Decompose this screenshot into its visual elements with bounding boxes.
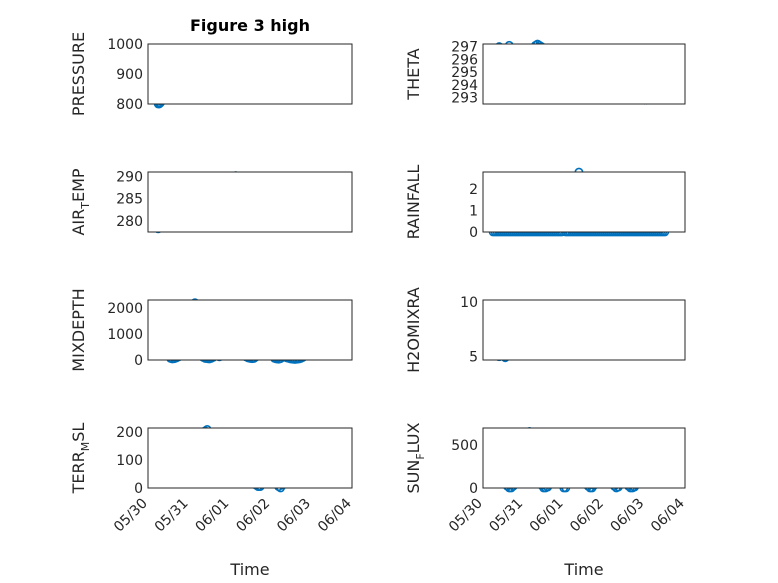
y-tick-label: 0 bbox=[134, 481, 143, 497]
axes-frame bbox=[482, 299, 686, 361]
axes-frame bbox=[147, 427, 353, 489]
y-tick-label: 293 bbox=[451, 91, 478, 107]
axes-frame bbox=[482, 171, 686, 233]
x-tick-label: 06/02 bbox=[233, 496, 273, 536]
x-tick-label: 06/04 bbox=[315, 495, 355, 535]
subplot-4: 0 1 2 RAINFALL bbox=[404, 165, 686, 241]
y-tick-label: 1000 bbox=[107, 327, 143, 343]
figure-title: Figure 3 high bbox=[190, 16, 310, 35]
x-tick-label: 05/30 bbox=[111, 496, 151, 536]
axes-frame bbox=[482, 427, 686, 489]
axes-frame bbox=[147, 299, 353, 361]
y-tick-label: 1000 bbox=[107, 37, 143, 53]
y-tick-label: 290 bbox=[116, 169, 143, 185]
y-tick-label: 1 bbox=[469, 204, 478, 220]
y-axis-label: MIXDEPTH bbox=[69, 288, 88, 371]
subplot-5: 0 1000 2000 MIXDEPTH bbox=[69, 288, 353, 372]
y-axis-label: THETA bbox=[404, 48, 423, 100]
axes-frame bbox=[147, 171, 353, 233]
y-axis-label: AIRTEMP bbox=[69, 168, 92, 235]
y-tick-label: 0 bbox=[469, 481, 478, 497]
y-tick-label: 280 bbox=[116, 214, 143, 230]
x-tick-label: 05/31 bbox=[152, 496, 192, 536]
y-tick-label: 0 bbox=[469, 225, 478, 241]
subplot-6: 5 10 H2OMIXRA bbox=[404, 287, 686, 373]
subplot-7: 0 100 200 05/30 05/31 06/01 06/02 06/03 06/04 Tim… bbox=[69, 423, 355, 579]
y-axis-label: SUNFLUX bbox=[404, 422, 427, 493]
x-tick-label: 06/01 bbox=[193, 496, 233, 536]
y-tick-label: 296 bbox=[451, 52, 478, 68]
y-tick-label: 200 bbox=[116, 425, 143, 441]
x-tick-label: 05/31 bbox=[486, 496, 526, 536]
y-tick-label: 5 bbox=[469, 350, 478, 366]
axes-frame bbox=[147, 43, 353, 105]
x-axis-label: Time bbox=[229, 560, 269, 579]
y-tick-label: 10 bbox=[460, 295, 478, 311]
x-tick-label: 06/01 bbox=[527, 496, 567, 536]
y-tick-label: 800 bbox=[116, 97, 143, 113]
y-tick-label: 2 bbox=[469, 182, 478, 198]
y-tick-label: 500 bbox=[451, 438, 478, 454]
y-tick-label: 900 bbox=[116, 67, 143, 83]
x-tick-label: 06/02 bbox=[567, 496, 607, 536]
x-tick-label: 06/04 bbox=[648, 495, 688, 535]
x-tick-label: 05/30 bbox=[446, 496, 486, 536]
y-axis-label: H2OMIXRA bbox=[404, 287, 423, 373]
x-tick-label: 06/03 bbox=[274, 496, 314, 536]
y-tick-label: 285 bbox=[116, 192, 143, 208]
y-tick-label: 0 bbox=[134, 353, 143, 369]
subplot-8: 0 500 05/30 05/31 06/01 06/02 06/03 06/04 Time SU… bbox=[404, 422, 688, 579]
y-axis-label: PRESSURE bbox=[69, 32, 88, 116]
x-axis-label: Time bbox=[563, 560, 603, 579]
y-tick-label: 297 bbox=[451, 40, 478, 56]
y-axis-label: RAINFALL bbox=[404, 165, 423, 240]
y-tick-label: 294 bbox=[451, 78, 478, 94]
subplot-3: 280 285 290 AIRTEMP bbox=[69, 168, 353, 236]
axes-frame bbox=[482, 43, 686, 105]
y-tick-label: 100 bbox=[116, 453, 143, 469]
y-tick-label: 295 bbox=[451, 65, 478, 81]
x-tick-label: 06/03 bbox=[608, 496, 648, 536]
y-tick-label: 2000 bbox=[107, 301, 143, 317]
subplot-1: 800 900 1000 PRESSURE bbox=[69, 32, 353, 116]
y-axis-label: TERRMSL bbox=[69, 423, 92, 495]
